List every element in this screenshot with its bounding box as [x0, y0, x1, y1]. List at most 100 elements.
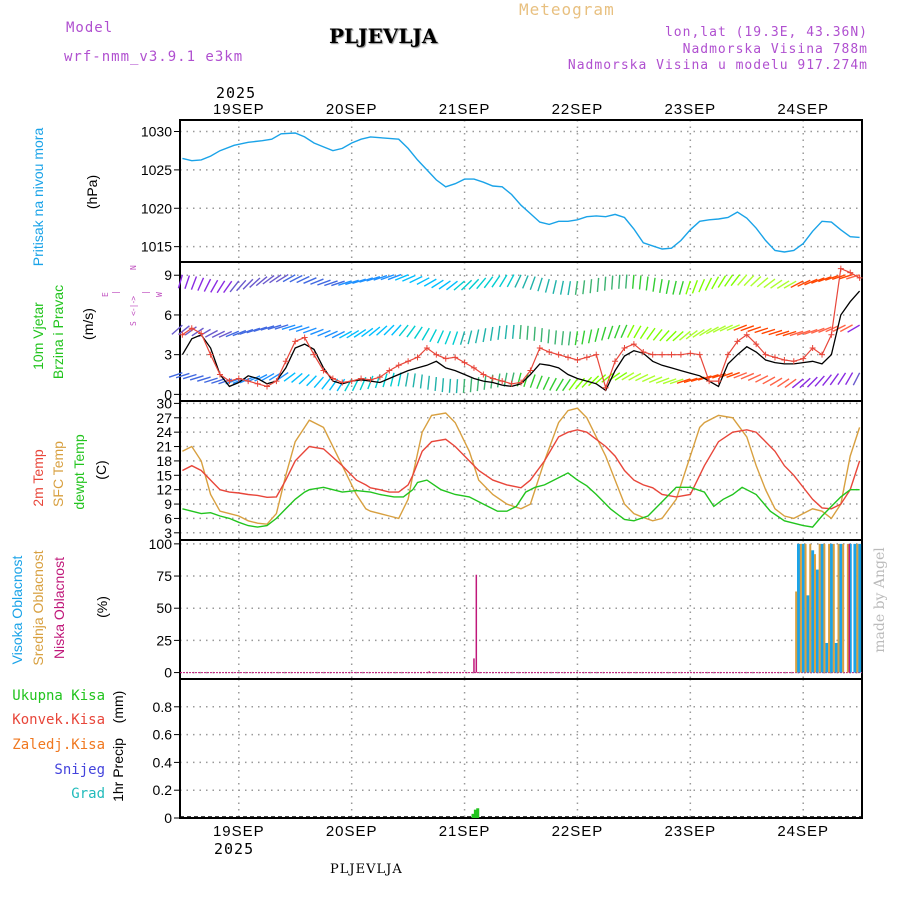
- wind-barb: [685, 330, 698, 340]
- wind-barb: [740, 372, 755, 380]
- ytick-label: 3: [164, 525, 172, 541]
- wind-barb: [455, 379, 459, 394]
- wind-barb: [762, 376, 776, 385]
- wind-barb: [704, 277, 713, 291]
- legend-total-rain: Ukupna Kisa: [12, 688, 105, 704]
- wind-barb: [733, 324, 748, 331]
- wind-barb: [366, 276, 381, 282]
- wind-barb: [441, 378, 445, 393]
- wind-barb: [614, 324, 621, 339]
- wind-barb: [568, 378, 579, 391]
- gust-marker: [179, 331, 186, 338]
- wind-barb: [770, 279, 783, 289]
- wind-barb: [789, 330, 804, 337]
- legend-snow: Snijeg: [54, 762, 105, 778]
- wind-barb: [730, 274, 741, 287]
- wind-barb: [489, 326, 494, 341]
- day-label-top: 23SEP: [664, 101, 716, 118]
- wind-barb: [211, 330, 225, 339]
- wind-barb: [726, 324, 740, 331]
- wind-barb: [678, 281, 684, 295]
- wind-barb: [594, 328, 600, 343]
- gust-marker: [762, 351, 769, 358]
- gust-marker: [188, 325, 195, 332]
- wind-barb: [712, 325, 726, 333]
- wind-barb: [726, 371, 740, 378]
- wind-barb: [750, 276, 762, 287]
- gust-marker: [546, 349, 553, 356]
- cloud-bar: [848, 543, 852, 673]
- wind-barb: [242, 278, 254, 290]
- wind-barb: [559, 280, 565, 295]
- wind-barb: [260, 325, 275, 331]
- wind-barb: [412, 373, 416, 388]
- wind-barb: [483, 375, 487, 390]
- wind-barb: [691, 280, 699, 294]
- wind-barb: [289, 274, 303, 283]
- ytick-label: 9: [164, 267, 172, 283]
- wind-barb: [511, 324, 515, 339]
- wind-barb: [175, 372, 190, 379]
- wind-barb: [635, 373, 649, 382]
- wind-barb: [391, 324, 402, 336]
- wind-barb: [416, 277, 430, 285]
- wind-barb: [832, 274, 846, 280]
- wind-barb: [189, 375, 204, 381]
- wind-barb: [210, 279, 219, 293]
- cloud-bar: [856, 543, 859, 673]
- wind-barb: [768, 329, 783, 336]
- wind-barb: [638, 275, 642, 290]
- cloud-bar: [428, 671, 431, 673]
- wind-barb: [594, 374, 607, 385]
- wind-barb: [218, 330, 233, 338]
- gust-marker: [630, 341, 637, 348]
- wind-barb: [769, 377, 783, 387]
- wind-barb: [711, 276, 720, 290]
- legend-frz-rain: Zaledj.Kisa: [12, 737, 105, 753]
- gust-marker: [282, 358, 289, 365]
- wind-barb: [453, 280, 466, 291]
- wind-barb: [225, 330, 240, 338]
- wind-barb: [232, 329, 247, 337]
- wind-barb: [339, 330, 353, 339]
- wind-barb: [438, 280, 451, 290]
- wind-barb: [346, 329, 360, 339]
- wind-barb: [698, 278, 706, 293]
- wind-barb: [747, 373, 762, 382]
- cloud-bar: [846, 543, 849, 673]
- wind-barb: [818, 326, 832, 333]
- wind-barb: [755, 375, 769, 383]
- wind-barb: [421, 327, 430, 341]
- wind-barb: [402, 274, 416, 282]
- wind-barb: [659, 330, 670, 342]
- wind-barb: [373, 274, 388, 281]
- wind-barb: [542, 376, 550, 391]
- wind-barb: [761, 328, 776, 335]
- wind-barb: [394, 274, 409, 281]
- wind-barb: [839, 324, 853, 333]
- day-label-bottom: 21SEP: [439, 823, 491, 840]
- cloud-bar: [820, 543, 824, 673]
- cloud-bar: [473, 658, 475, 673]
- cloud-bar: [825, 642, 829, 673]
- wind-barb: [782, 330, 797, 337]
- gust-marker: [480, 371, 487, 378]
- wind-barb: [387, 273, 402, 281]
- wind-barb: [368, 326, 381, 337]
- gust-marker: [273, 378, 280, 385]
- cloud-bar: [809, 543, 812, 673]
- gust-marker: [499, 378, 506, 385]
- wind-barb: [171, 324, 183, 335]
- gust-marker: [358, 375, 365, 382]
- wind-barb: [254, 374, 268, 382]
- wind-barb: [581, 376, 593, 388]
- wind-barb: [611, 275, 614, 290]
- wind-barb: [825, 274, 839, 281]
- wind-barb: [743, 275, 755, 287]
- wind-barb: [519, 325, 522, 340]
- day-label-bottom: 23SEP: [664, 823, 716, 840]
- wind-barb: [582, 280, 586, 295]
- ytick-label: 0: [164, 386, 172, 402]
- wind-barb: [659, 278, 663, 294]
- day-label-bottom: 20SEP: [326, 823, 378, 840]
